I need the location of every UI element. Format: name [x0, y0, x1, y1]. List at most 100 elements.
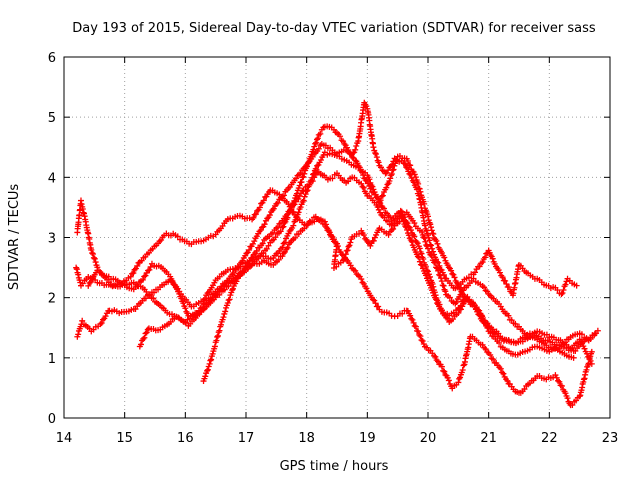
data-point — [415, 180, 422, 187]
data-point — [193, 311, 200, 318]
data-point — [369, 296, 376, 303]
data-point — [403, 224, 410, 231]
data-point — [420, 341, 427, 348]
data-point — [270, 205, 277, 212]
data-point — [500, 370, 507, 377]
data-point — [457, 306, 464, 313]
data-point — [453, 279, 460, 286]
data-point — [129, 270, 136, 277]
x-tick-label: 19 — [359, 431, 376, 446]
data-point — [211, 343, 218, 350]
data-point — [421, 222, 428, 229]
data-point — [141, 273, 148, 280]
data-point — [503, 280, 510, 287]
data-point — [329, 175, 336, 182]
data-point — [86, 279, 93, 286]
data-point — [169, 278, 176, 285]
data-point — [481, 319, 488, 326]
data-point — [502, 277, 509, 284]
data-point — [414, 240, 421, 247]
data-point — [147, 263, 154, 270]
data-point — [355, 230, 362, 237]
x-tick-label: 14 — [56, 431, 73, 446]
data-point — [377, 197, 384, 204]
data-point — [265, 242, 272, 249]
data-point — [372, 150, 379, 157]
data-point — [171, 281, 178, 288]
data-point — [460, 362, 467, 369]
data-point — [230, 269, 237, 276]
data-point — [377, 164, 384, 171]
data-point — [375, 206, 382, 213]
data-point — [428, 224, 435, 231]
data-point — [282, 248, 288, 255]
data-point — [312, 165, 319, 172]
data-point — [367, 185, 374, 192]
data-point — [315, 145, 322, 152]
x-tick-label: 22 — [541, 431, 558, 446]
data-point — [433, 357, 440, 364]
data-point — [414, 253, 421, 260]
data-point — [562, 281, 569, 288]
data-point — [479, 259, 486, 266]
data-point — [508, 317, 515, 324]
x-tick-label: 23 — [602, 431, 619, 446]
data-point — [382, 170, 389, 177]
data-point — [449, 270, 456, 277]
data-point — [506, 284, 513, 291]
data-point — [373, 150, 379, 157]
data-point — [416, 245, 423, 252]
data-point — [421, 200, 428, 207]
data-point — [260, 197, 267, 204]
x-axis-label: GPS time / hours — [280, 459, 389, 474]
data-point — [407, 162, 414, 169]
data-point — [465, 297, 472, 304]
data-point — [333, 263, 340, 270]
series-F — [136, 141, 601, 350]
data-point — [487, 325, 494, 332]
data-point — [482, 254, 489, 261]
data-point — [348, 151, 355, 158]
data-point — [330, 236, 337, 243]
y-tick-label: 4 — [48, 171, 56, 186]
data-point — [281, 219, 288, 226]
data-point — [127, 273, 134, 280]
data-point — [91, 255, 98, 262]
data-point — [295, 196, 302, 203]
data-point — [370, 144, 377, 151]
data-point — [586, 356, 593, 363]
series-C — [74, 187, 595, 409]
data-point — [344, 247, 351, 254]
data-point — [341, 141, 348, 148]
data-point — [313, 136, 320, 143]
data-point — [229, 287, 236, 294]
data-point — [422, 238, 429, 245]
data-point — [560, 286, 567, 293]
data-point — [360, 172, 367, 179]
data-point — [264, 215, 271, 222]
data-point — [385, 231, 392, 238]
data-point — [370, 237, 377, 244]
data-point — [222, 308, 229, 315]
data-point — [410, 319, 417, 326]
data-point — [476, 263, 483, 270]
data-point — [428, 242, 435, 249]
data-point — [430, 230, 437, 237]
data-point — [139, 276, 146, 283]
data-point — [446, 294, 453, 301]
data-point — [438, 266, 445, 273]
data-point — [287, 207, 294, 214]
data-point — [140, 335, 147, 342]
data-point — [225, 297, 232, 304]
data-point — [381, 205, 388, 212]
y-tick-label: 3 — [48, 232, 56, 247]
data-point — [359, 183, 366, 190]
data-point — [79, 280, 86, 287]
data-point — [411, 322, 418, 329]
data-point — [417, 333, 424, 340]
data-point — [340, 257, 347, 264]
data-point — [412, 174, 419, 181]
data-point — [416, 185, 423, 192]
data-point — [253, 248, 260, 255]
